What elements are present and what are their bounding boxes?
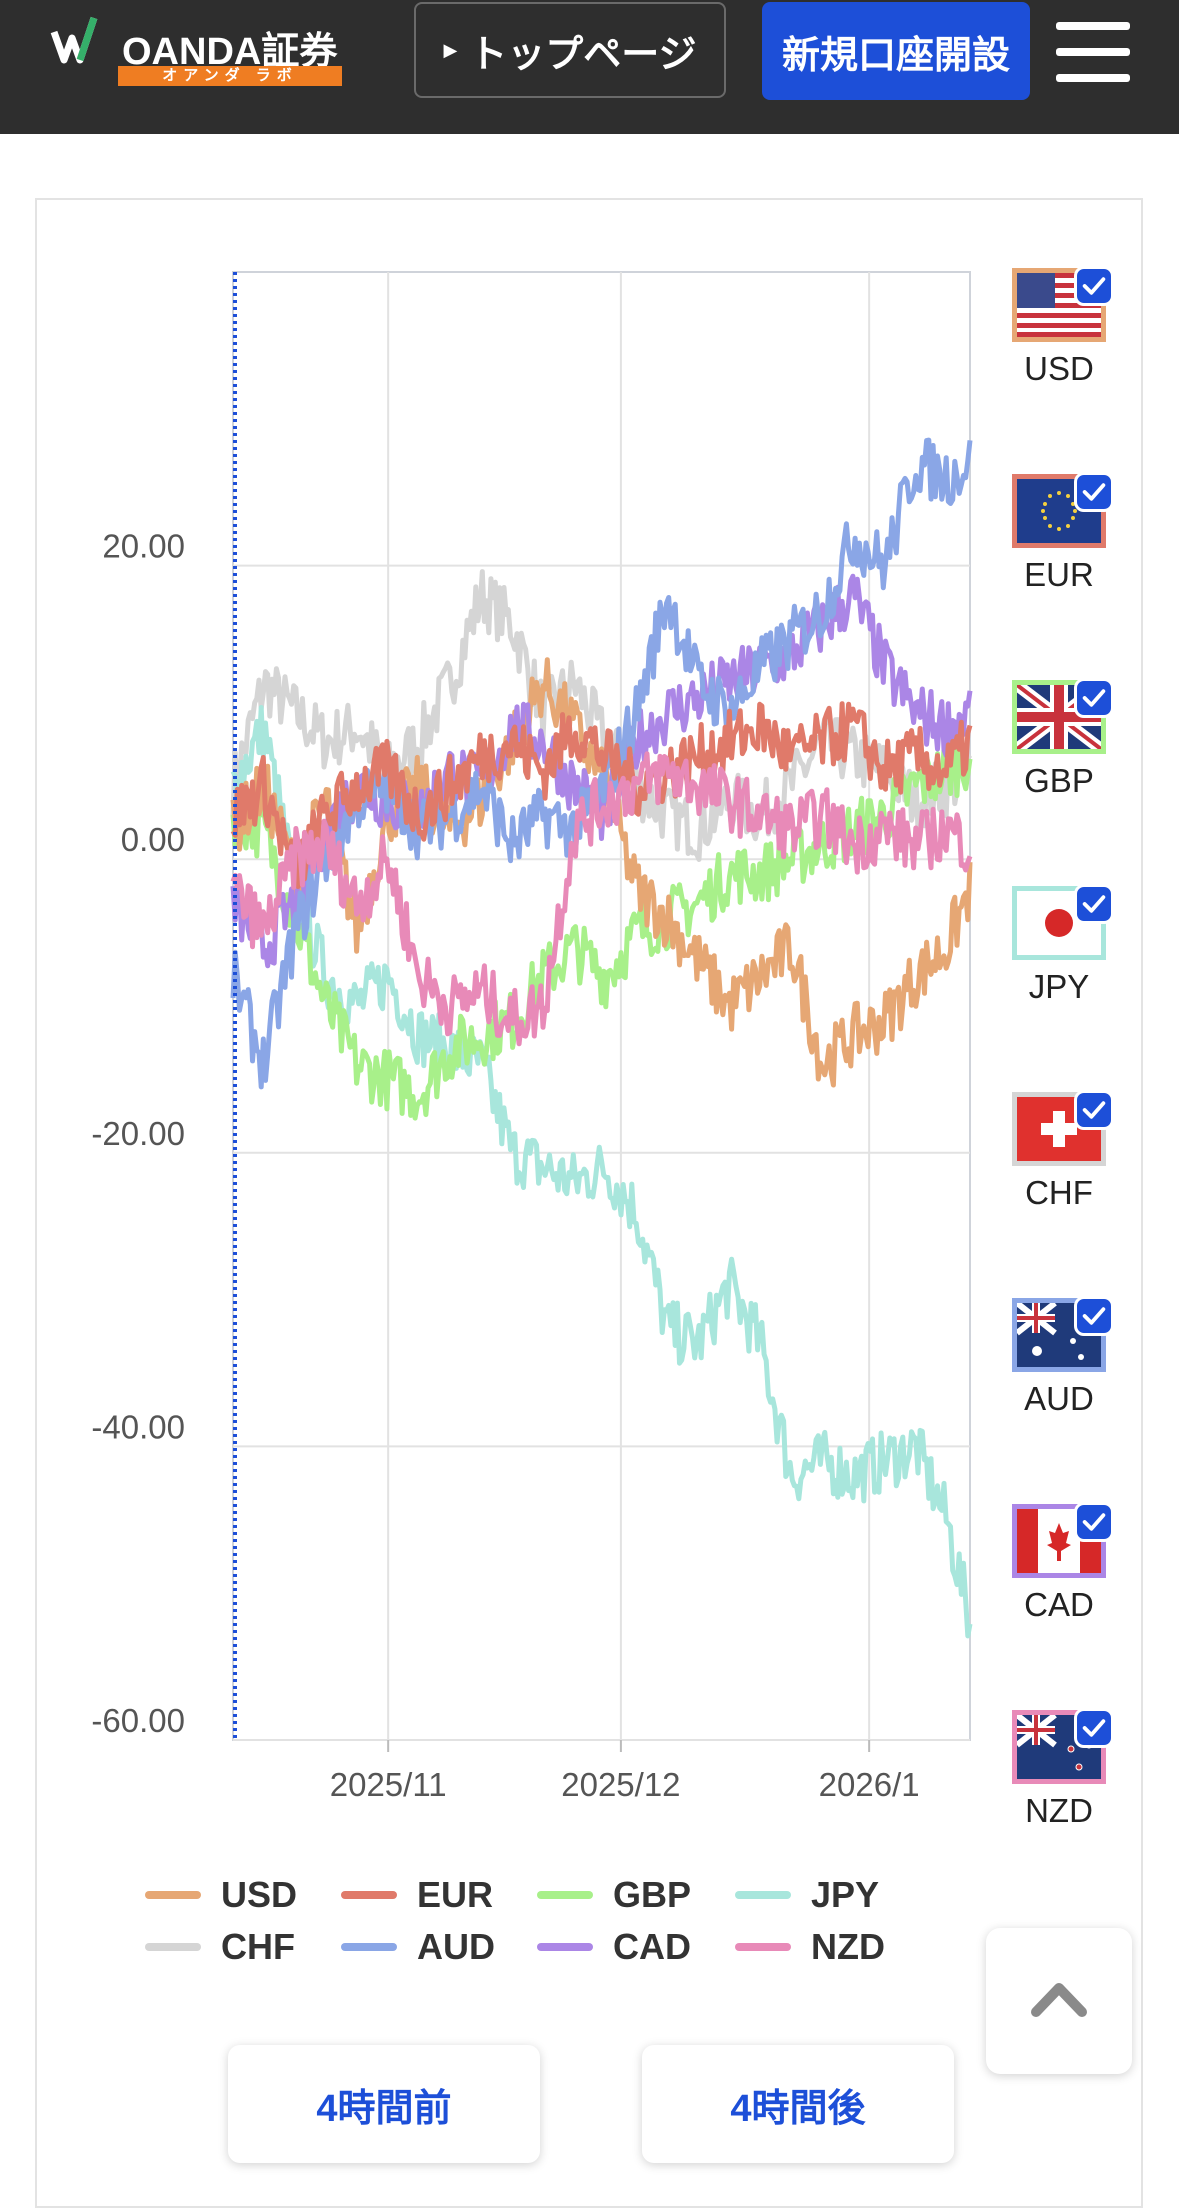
legend-item-nzd[interactable]: NZD (735, 1924, 885, 1970)
legend-swatch (145, 1891, 201, 1899)
currency-toggle-aud[interactable]: AUD (1010, 1296, 1114, 1426)
chart-axes: 20.00 0.00 -20.00 -40.00 -60.00 2025/11 2025/1… (91, 272, 920, 1803)
currency-toggle-cad[interactable]: CAD (1010, 1502, 1114, 1632)
currency-toggle-jpy[interactable]: JPY (1010, 884, 1114, 1014)
chart-card: 20.00 0.00 -20.00 -40.00 -60.00 2025/11 2025/1… (35, 198, 1143, 2208)
currency-label-eur: EUR (1024, 556, 1094, 593)
checkmark-icon (1074, 1502, 1114, 1542)
y-tick-label: 20.00 (102, 528, 185, 565)
series-line-gbp (230, 744, 973, 1121)
legend-item-chf[interactable]: CHF (145, 1924, 295, 1970)
legend-item-jpy[interactable]: JPY (735, 1872, 879, 1918)
legend-label: EUR (417, 1874, 494, 1915)
legend-label: CHF (221, 1926, 295, 1967)
checkmark-icon (1074, 1708, 1114, 1748)
legend-item-usd[interactable]: USD (145, 1872, 297, 1918)
series-line-jpy (230, 705, 973, 1639)
series-line-nzd (230, 751, 973, 1047)
currency-toggle-eur[interactable]: EUR (1010, 472, 1114, 602)
checkmark-icon (1074, 678, 1114, 718)
oanda-logo-mark-icon (50, 16, 120, 76)
currency-label-gbp: GBP (1024, 762, 1094, 799)
y-tick-label: -20.00 (91, 1115, 185, 1152)
top-page-button[interactable]: ▶ トップページ (414, 2, 726, 98)
currency-toggle-gbp[interactable]: GBP (1010, 678, 1114, 808)
y-tick-label: -60.00 (91, 1702, 185, 1739)
legend-label: JPY (811, 1874, 880, 1915)
checkmark-icon (1074, 884, 1114, 924)
oanda-logo[interactable]: OANDA証券 オアンダ ラボ (50, 16, 350, 88)
legend-item-aud[interactable]: AUD (341, 1924, 495, 1970)
legend-swatch (537, 1891, 593, 1899)
legend-item-eur[interactable]: EUR (341, 1872, 493, 1918)
next-4h-button[interactable]: 4時間後 (642, 2045, 954, 2163)
currency-toggle-nzd[interactable]: NZD (1010, 1708, 1114, 1838)
logo-subtitle: オアンダ ラボ (118, 66, 342, 86)
top-page-label: トップページ (469, 33, 697, 76)
checkmark-icon (1074, 1090, 1114, 1130)
app-header: OANDA証券 オアンダ ラボ ▶ トップページ 新規口座開設 (0, 0, 1179, 134)
currency-strength-chart[interactable]: 20.00 0.00 -20.00 -40.00 -60.00 2025/11 2025/1… (37, 200, 1141, 2206)
currency-toggle-usd[interactable]: USD (1010, 266, 1114, 396)
x-tick-label: 2026/1 (819, 1766, 920, 1803)
series-line-usd (230, 657, 973, 1088)
currency-label-aud: AUD (1024, 1380, 1094, 1417)
legend-label: NZD (811, 1926, 885, 1967)
hamburger-icon[interactable] (1056, 22, 1130, 82)
legend-label: USD (221, 1874, 298, 1915)
scroll-to-top-button[interactable] (986, 1928, 1132, 2074)
currency-label-chf: CHF (1025, 1174, 1093, 1211)
currency-label-usd: USD (1024, 350, 1094, 387)
legend-item-cad[interactable]: CAD (537, 1924, 691, 1970)
chart-series (230, 437, 973, 1639)
legend-label: CAD (613, 1926, 691, 1967)
series-line-eur (230, 701, 973, 889)
legend-item-gbp[interactable]: GBP (537, 1872, 691, 1918)
legend-swatch (145, 1943, 201, 1951)
play-triangle-icon: ▶ (443, 39, 458, 60)
prev-4h-button[interactable]: 4時間前 (228, 2045, 540, 2163)
legend-swatch (341, 1943, 397, 1951)
legend-swatch (735, 1891, 791, 1899)
y-tick-label: 0.00 (121, 821, 185, 858)
legend-label: GBP (613, 1874, 692, 1915)
currency-label-cad: CAD (1024, 1586, 1094, 1623)
legend-label: AUD (417, 1926, 495, 1967)
x-tick-label: 2025/12 (561, 1766, 680, 1803)
currency-label-jpy: JPY (1028, 968, 1090, 1005)
x-tick-label: 2025/11 (330, 1766, 447, 1803)
legend-swatch (537, 1943, 593, 1951)
currency-toggle-chf[interactable]: CHF (1010, 1090, 1114, 1220)
currency-label-nzd: NZD (1025, 1792, 1093, 1829)
checkmark-icon (1074, 266, 1114, 306)
chevron-up-icon (1031, 1983, 1087, 2017)
legend-swatch (735, 1943, 791, 1951)
legend-swatch (341, 1891, 397, 1899)
checkmark-icon (1074, 1296, 1114, 1336)
y-tick-label: -40.00 (91, 1408, 185, 1445)
checkmark-icon (1074, 472, 1114, 512)
open-account-button[interactable]: 新規口座開設 (762, 2, 1030, 100)
